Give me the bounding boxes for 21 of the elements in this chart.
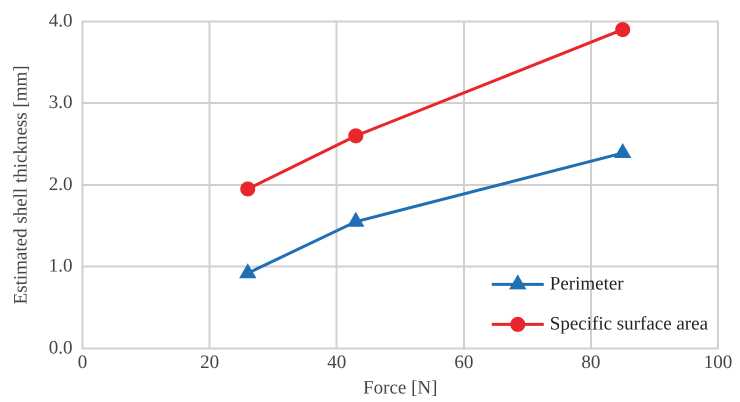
point (348, 213, 364, 227)
point (615, 144, 630, 158)
x-tick-label: 40 (327, 352, 346, 373)
legend-label: Specific surface area (550, 313, 709, 334)
x-tick-label: 100 (704, 352, 732, 373)
x-tick-label: 80 (581, 352, 600, 373)
y-tick-label: 0.0 (48, 337, 73, 358)
y-axis-title: Estimated shell thickness [mm] (10, 65, 32, 304)
y-tick-label: 2.0 (48, 174, 73, 195)
point (240, 264, 256, 278)
y-tick-label: 1.0 (48, 256, 73, 277)
x-tick-label: 0 (78, 352, 88, 373)
y-tick-label: 3.0 (48, 92, 73, 114)
x-tick-label: 20 (200, 352, 220, 373)
x-axis-title: Force [N] (363, 378, 438, 399)
point (240, 181, 256, 196)
point (615, 22, 630, 38)
point (348, 128, 364, 144)
y-tick-label: 4.0 (48, 10, 73, 32)
x-tick-label: 60 (454, 352, 474, 373)
legend-label: Perimeter (550, 273, 624, 294)
